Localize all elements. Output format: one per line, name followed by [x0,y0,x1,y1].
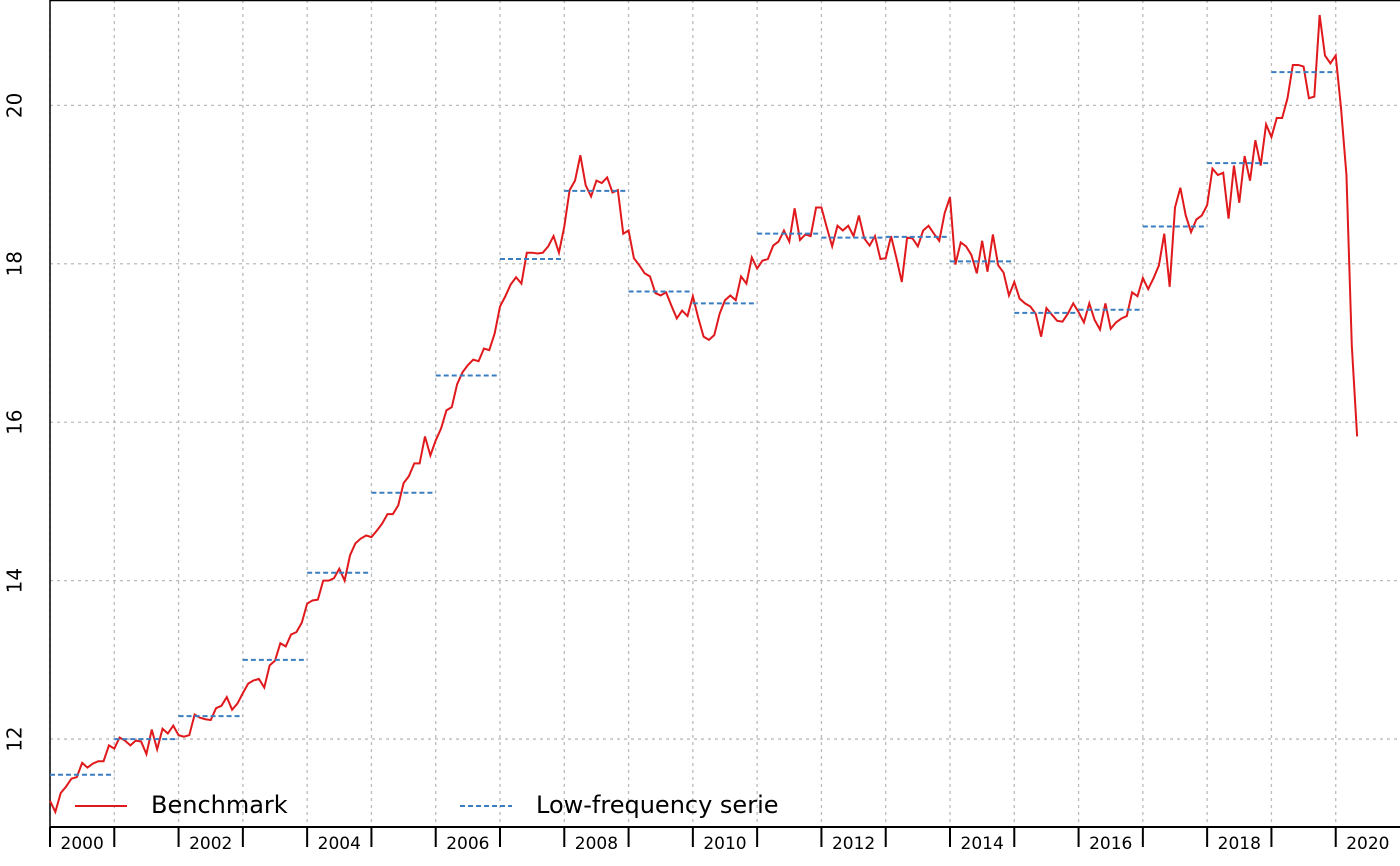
x-tick-label: 2012 [832,834,875,854]
y-tick-label: 18 [3,251,27,276]
y-tick-label: 16 [3,409,27,434]
x-tick-label: 2018 [1218,834,1261,854]
x-tick-label: 2014 [961,834,1004,854]
x-tick-label: 2006 [446,834,489,854]
legend-label: Low-frequency serie [536,791,779,819]
y-tick-label: 12 [3,726,27,751]
x-tick-label: 2004 [318,834,361,854]
x-tick-label: 2020 [1346,834,1389,854]
x-tick-label: 2016 [1089,834,1132,854]
series-line [49,14,1359,815]
x-tick-label: 2002 [189,834,232,854]
x-tick-label: 2010 [703,834,746,854]
x-tick-label: 2000 [61,834,104,854]
y-tick-label: 14 [3,568,27,593]
legend-label: Benchmark [151,791,288,819]
y-tick-label: 20 [3,93,27,118]
x-tick-label: 2008 [575,834,618,854]
